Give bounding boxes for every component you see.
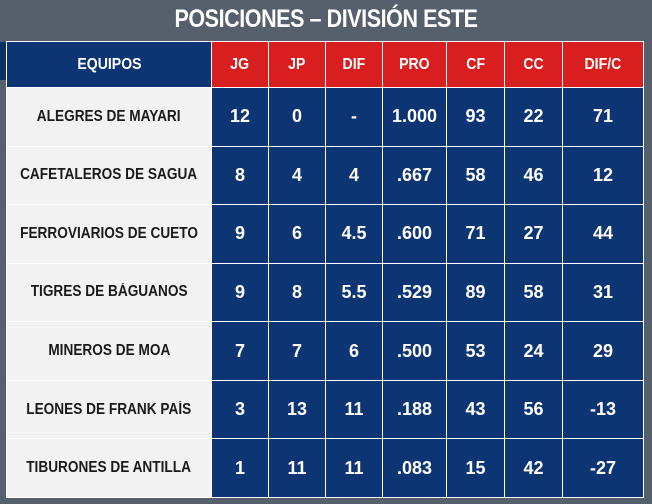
table-row: TIBURONES DE ANTILLA 1 11 11 .083 15 42 … bbox=[6, 438, 644, 498]
team-name: ALEGRES DE MAYARI bbox=[6, 87, 212, 147]
column-header-cc: CC bbox=[504, 41, 563, 88]
cell-dif-c: 12 bbox=[562, 145, 644, 206]
cell-dif-c: 29 bbox=[562, 321, 644, 381]
left-accent-bar bbox=[0, 42, 6, 80]
column-header-jg: JG bbox=[211, 41, 269, 88]
cell-pro: .188 bbox=[382, 379, 447, 440]
cell-jp: 8 bbox=[268, 262, 326, 323]
cell-dif: - bbox=[325, 87, 383, 147]
column-header-dif: DIF bbox=[325, 41, 383, 88]
cell-dif: 5.5 bbox=[325, 262, 383, 323]
cell-jp: 0 bbox=[268, 87, 326, 147]
cell-dif: 4 bbox=[325, 145, 383, 206]
column-header-equipos: EQUIPOS bbox=[6, 41, 212, 88]
cell-cc: 46 bbox=[504, 145, 563, 206]
cell-jg: 3 bbox=[211, 379, 269, 440]
page-title: POSICIONES – DIVISIÓN ESTE bbox=[174, 5, 478, 33]
cell-dif: 4.5 bbox=[325, 204, 383, 264]
column-header-cf: CF bbox=[446, 41, 505, 88]
table-row: FERROVIARIOS DE CUETO 9 6 4.5 .600 71 27… bbox=[6, 204, 644, 264]
cell-cf: 71 bbox=[446, 204, 505, 264]
cell-dif-c: 31 bbox=[562, 262, 644, 323]
cell-pro: .667 bbox=[382, 145, 447, 206]
column-header-pro: PRO bbox=[382, 41, 447, 88]
cell-dif-c: 71 bbox=[562, 87, 644, 147]
cell-cc: 22 bbox=[504, 87, 563, 147]
cell-dif-c: -27 bbox=[562, 438, 644, 498]
cell-jp: 11 bbox=[268, 438, 326, 498]
cell-cf: 15 bbox=[446, 438, 505, 498]
table-row: ALEGRES DE MAYARI 12 0 - 1.000 93 22 71 bbox=[6, 87, 644, 147]
cell-dif: 11 bbox=[325, 438, 383, 498]
table-row: TIGRES DE BÁGUANOS 9 8 5.5 .529 89 58 31 bbox=[6, 262, 644, 323]
table-row: CAFETALEROS DE SAGUA 8 4 4 .667 58 46 12 bbox=[6, 145, 644, 206]
cell-jg: 1 bbox=[211, 438, 269, 498]
cell-cf: 58 bbox=[446, 145, 505, 206]
cell-jg: 12 bbox=[211, 87, 269, 147]
cell-jg: 8 bbox=[211, 145, 269, 206]
cell-cc: 58 bbox=[504, 262, 563, 323]
standings-table-container: EQUIPOS JG JP DIF PRO CF CC DIF/C ALEGRE… bbox=[6, 41, 644, 498]
team-name: TIBURONES DE ANTILLA bbox=[6, 438, 212, 498]
cell-cf: 53 bbox=[446, 321, 505, 381]
column-header-jp: JP bbox=[268, 41, 326, 88]
cell-cf: 43 bbox=[446, 379, 505, 440]
cell-jp: 7 bbox=[268, 321, 326, 381]
cell-jp: 6 bbox=[268, 204, 326, 264]
cell-cc: 24 bbox=[504, 321, 563, 381]
cell-jp: 4 bbox=[268, 145, 326, 206]
team-name: MINEROS DE MOA bbox=[6, 321, 212, 381]
cell-dif-c: 44 bbox=[562, 204, 644, 264]
cell-pro: .083 bbox=[382, 438, 447, 498]
cell-pro: 1.000 bbox=[382, 87, 447, 147]
cell-jg: 9 bbox=[211, 204, 269, 264]
team-name: LEONES DE FRANK PAÍS bbox=[6, 379, 212, 440]
cell-cf: 89 bbox=[446, 262, 505, 323]
cell-cc: 42 bbox=[504, 438, 563, 498]
cell-dif: 11 bbox=[325, 379, 383, 440]
cell-dif-c: -13 bbox=[562, 379, 644, 440]
team-name: CAFETALEROS DE SAGUA bbox=[6, 145, 212, 206]
header-row: EQUIPOS JG JP DIF PRO CF CC DIF/C bbox=[6, 41, 644, 88]
table-row: LEONES DE FRANK PAÍS 3 13 11 .188 43 56 … bbox=[6, 379, 644, 440]
team-name: FERROVIARIOS DE CUETO bbox=[6, 204, 212, 264]
column-header-dif-c: DIF/C bbox=[562, 41, 644, 88]
cell-jp: 13 bbox=[268, 379, 326, 440]
cell-pro: .600 bbox=[382, 204, 447, 264]
cell-cc: 27 bbox=[504, 204, 563, 264]
cell-dif: 6 bbox=[325, 321, 383, 381]
cell-jg: 9 bbox=[211, 262, 269, 323]
table-row: MINEROS DE MOA 7 7 6 .500 53 24 29 bbox=[6, 321, 644, 381]
cell-jg: 7 bbox=[211, 321, 269, 381]
team-name: TIGRES DE BÁGUANOS bbox=[6, 262, 212, 323]
cell-pro: .529 bbox=[382, 262, 447, 323]
cell-pro: .500 bbox=[382, 321, 447, 381]
cell-cf: 93 bbox=[446, 87, 505, 147]
standings-table: EQUIPOS JG JP DIF PRO CF CC DIF/C ALEGRE… bbox=[6, 41, 644, 498]
cell-cc: 56 bbox=[504, 379, 563, 440]
